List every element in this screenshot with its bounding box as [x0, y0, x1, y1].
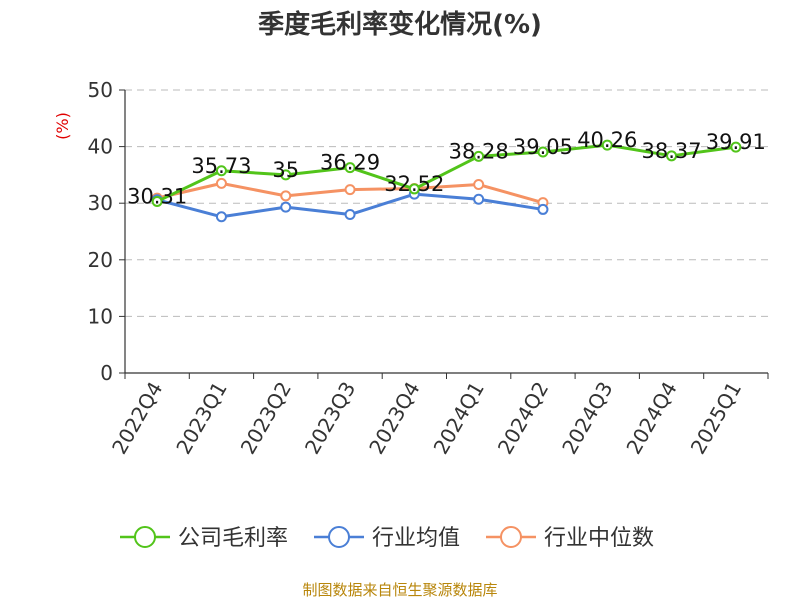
y-tick-label: 10: [88, 304, 113, 328]
x-tick-label: 2023Q1: [171, 378, 231, 459]
legend[interactable]: 公司毛利率 行业均值 行业中位数: [120, 526, 654, 551]
data-point[interactable]: [408, 183, 420, 195]
data-point[interactable]: [344, 162, 356, 174]
data-point[interactable]: [344, 209, 356, 221]
legend-label: 行业中位数: [544, 526, 654, 551]
y-tick-label: 20: [88, 248, 113, 272]
legend-marker: [328, 526, 350, 548]
data-point[interactable]: [215, 177, 227, 189]
data-label: 39.91: [706, 130, 766, 154]
x-tick-label: 2024Q2: [493, 378, 553, 459]
x-tick-label: 2024Q3: [557, 378, 617, 459]
data-point[interactable]: [280, 190, 292, 202]
axes: 0 10 20 30 40 50 2022Q4 2023Q1 2023Q2 2023Q3 2023Q…: [88, 78, 769, 459]
x-tick-label: 2024Q4: [621, 378, 681, 459]
data-label: 30.31: [127, 184, 187, 208]
data-point[interactable]: [280, 169, 292, 181]
legend-marker: [134, 526, 156, 548]
y-tick-label: 30: [88, 191, 113, 215]
x-tick-label: 2023Q3: [300, 378, 360, 459]
legend-label: 公司毛利率: [178, 526, 288, 551]
legend-item[interactable]: 行业中位数: [486, 526, 654, 551]
x-tick-label: 2023Q2: [236, 378, 296, 459]
data-point[interactable]: [473, 179, 485, 191]
data-label: 40.26: [577, 128, 637, 152]
data-label: 39.05: [513, 135, 573, 159]
y-tick-label: 0: [100, 361, 113, 385]
legend-item[interactable]: 行业均值: [314, 526, 460, 551]
legend-item[interactable]: 公司毛利率: [120, 526, 288, 551]
data-point[interactable]: [280, 201, 292, 213]
data-label: 35: [272, 158, 299, 182]
x-tick-label: 2023Q4: [364, 378, 424, 459]
data-label: 35.73: [191, 154, 251, 178]
data-point[interactable]: [473, 193, 485, 205]
data-point[interactable]: [151, 195, 163, 207]
data-label: 32.52: [384, 172, 444, 196]
y-tick-label: 50: [88, 78, 113, 102]
source-note: 制图数据来自恒生聚源数据库: [302, 581, 497, 599]
y-tick-label: 40: [88, 135, 113, 159]
data-point[interactable]: [215, 211, 227, 223]
data-point[interactable]: [473, 150, 485, 162]
data-point[interactable]: [537, 146, 549, 158]
data-label: 38.37: [641, 139, 701, 163]
data-point[interactable]: [215, 165, 227, 177]
data-label: 38.28: [449, 139, 509, 163]
data-point[interactable]: [537, 203, 549, 215]
x-tick-label: 2025Q1: [686, 378, 746, 459]
data-point[interactable]: [344, 184, 356, 196]
legend-label: 行业均值: [372, 526, 460, 551]
data-label: 36.29: [320, 151, 380, 175]
series-line: [156, 143, 737, 203]
legend-marker: [500, 526, 522, 548]
data-point[interactable]: [601, 139, 613, 151]
gridlines: [125, 89, 768, 317]
y-axis-label: (%): [53, 112, 72, 140]
data-point[interactable]: [730, 141, 742, 153]
chart-title: 季度毛利率变化情况(%): [258, 9, 542, 40]
x-tick-label: 2024Q1: [429, 378, 489, 459]
series-lines: [151, 139, 742, 223]
data-point[interactable]: [666, 150, 678, 162]
x-tick-label: 2022Q4: [107, 378, 167, 459]
